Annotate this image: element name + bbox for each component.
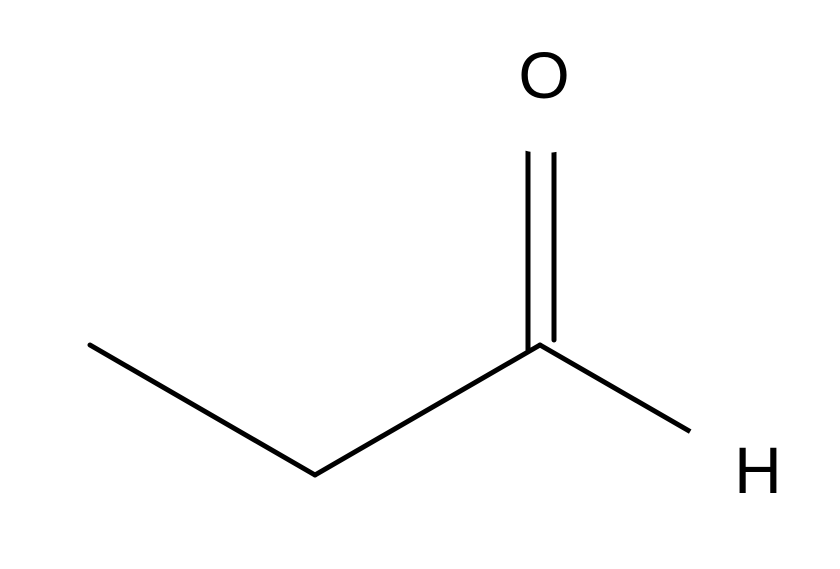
molecule-diagram: O H bbox=[0, 0, 840, 564]
bond-single-2 bbox=[315, 345, 540, 475]
bond-structure-svg bbox=[0, 0, 840, 564]
bond-single-3 bbox=[540, 345, 710, 443]
bond-single-1 bbox=[90, 345, 315, 475]
hydrogen-atom-label: H bbox=[734, 432, 782, 508]
oxygen-atom-label: O bbox=[518, 37, 569, 113]
